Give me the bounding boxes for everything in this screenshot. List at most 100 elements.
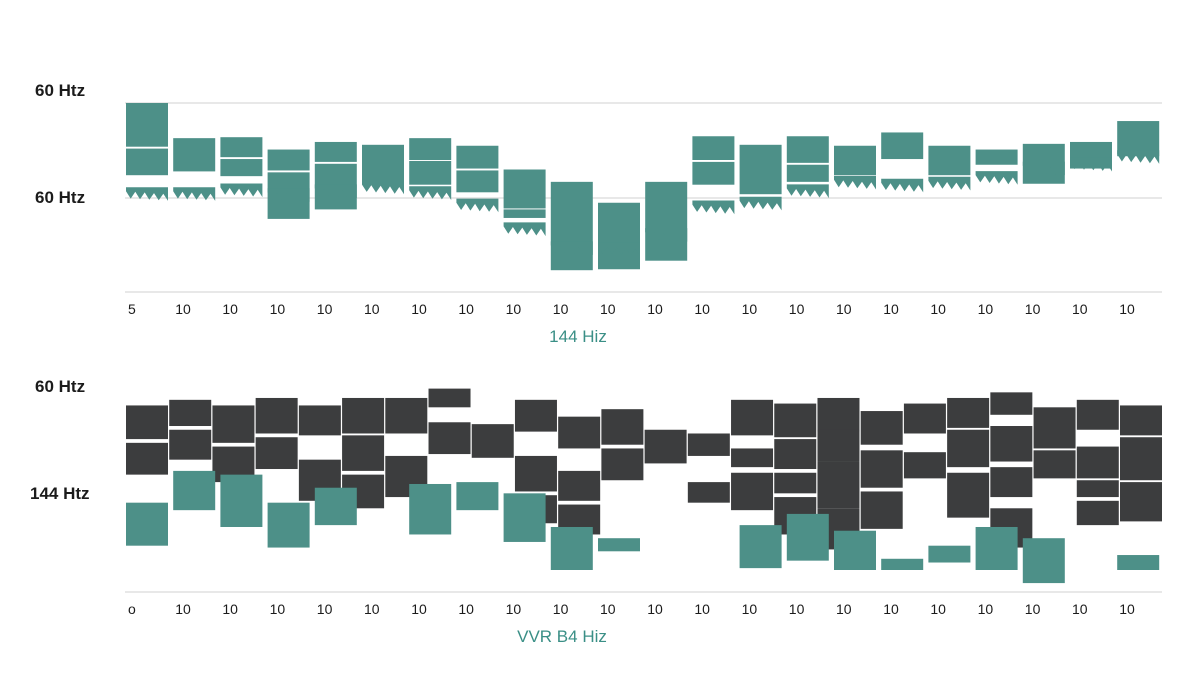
bar-block <box>774 472 817 494</box>
bar-block <box>731 472 774 511</box>
bar-block <box>342 397 385 434</box>
bar-block <box>990 392 1033 415</box>
bar-fringe <box>881 178 924 193</box>
y-tick-label-top-1: 60 Htz <box>35 81 86 100</box>
bar-block <box>947 429 990 468</box>
bar-block <box>786 164 829 182</box>
bar-block <box>1022 538 1065 584</box>
bar-block <box>881 132 924 160</box>
bar-block <box>774 439 817 470</box>
x-tick-label: o <box>128 601 136 617</box>
bar-block <box>860 491 903 529</box>
bar-block <box>428 422 471 455</box>
bar-fringe <box>1070 157 1112 172</box>
x-tick-label: 10 <box>883 301 899 317</box>
bar-block <box>947 397 990 428</box>
bar-block <box>550 526 593 570</box>
bar-block <box>298 405 341 436</box>
bar-fringe <box>409 186 452 200</box>
x-tick-label: 10 <box>1025 301 1041 317</box>
bar-fringe <box>550 241 593 256</box>
bar-block <box>860 411 903 445</box>
bar-block <box>456 482 499 511</box>
x-tick-label: 10 <box>506 301 522 317</box>
bar-block <box>267 502 310 548</box>
x-tick-label: 10 <box>270 601 286 617</box>
bar-block <box>385 397 428 434</box>
bar-block <box>928 545 971 563</box>
x-tick-label: 10 <box>364 301 380 317</box>
bar-block <box>342 435 385 471</box>
bar-block <box>1076 500 1119 526</box>
bar-block <box>503 209 546 218</box>
bar-block <box>1117 555 1160 570</box>
bar-block <box>558 470 601 501</box>
bar-block <box>169 399 212 427</box>
bar-fringe <box>314 184 357 199</box>
bar-block <box>1033 450 1076 479</box>
bar-block <box>692 136 735 160</box>
bar-block <box>503 493 546 542</box>
x-tick-label: 10 <box>553 301 569 317</box>
x-tick-label: 10 <box>175 301 191 317</box>
bar-block <box>786 513 829 561</box>
x-tick-label: 10 <box>789 601 805 617</box>
x-tick-label: 10 <box>222 601 238 617</box>
bar-block <box>739 144 782 195</box>
bar-block <box>220 474 263 527</box>
bar-block <box>601 448 644 481</box>
bar-block <box>503 169 546 209</box>
bar-block <box>428 388 471 408</box>
bar-block <box>314 487 357 526</box>
bar-block <box>126 103 168 147</box>
bar-block <box>687 433 730 456</box>
bar-block <box>409 483 452 535</box>
chart-bottom: o 10 10 10 10 10 10 10 10 10 10 10 10 10 10 10 10 10 10 10 1… <box>125 388 1162 617</box>
bar-fringe <box>220 183 263 198</box>
bar-fringe <box>598 242 640 257</box>
bar-block <box>834 145 876 176</box>
bar-fringe <box>362 180 404 195</box>
bar-block <box>903 452 946 479</box>
bar-fringe <box>173 187 216 201</box>
bar-block <box>598 205 640 270</box>
bar-block <box>739 525 782 569</box>
bar-block <box>817 429 860 462</box>
x-tick-label: 10 <box>742 601 758 617</box>
x-tick-label: 10 <box>1025 601 1041 617</box>
bar-block <box>514 455 557 492</box>
x-tick-label: 10 <box>600 601 616 617</box>
bar-block <box>1120 405 1162 436</box>
bar-block <box>456 170 499 193</box>
bar-fringe <box>928 176 971 191</box>
x-tick-label: 10 <box>978 601 994 617</box>
bar-block <box>456 145 499 169</box>
chart-top: 5 10 10 10 10 10 10 10 10 10 10 10 10 10 10 10 10 10 10 10 1… <box>125 102 1162 317</box>
bar-block <box>1120 437 1162 481</box>
x-tick-label: 10 <box>1072 301 1088 317</box>
x-tick-label: 10 <box>789 301 805 317</box>
bar-block <box>817 397 860 432</box>
bar-block <box>126 442 168 475</box>
bar-block <box>645 181 688 261</box>
bar-fringe <box>267 188 310 202</box>
bar-fringe <box>975 171 1018 185</box>
bar-block <box>255 437 298 470</box>
bar-block <box>834 530 876 570</box>
bar-fringe <box>786 184 829 199</box>
x-axis-title-top: 144 Hiz <box>549 327 607 346</box>
bar-fringe <box>456 198 499 213</box>
x-tick-label: 10 <box>317 301 333 317</box>
bar-block <box>601 409 644 445</box>
bar-block <box>817 461 860 509</box>
x-tick-label: 10 <box>694 301 710 317</box>
bar-fringe <box>126 187 168 201</box>
x-tick-label: 10 <box>175 601 191 617</box>
bar-block <box>598 538 640 552</box>
x-tick-label: 10 <box>458 601 474 617</box>
bar-block <box>255 397 298 434</box>
x-tick-label: 10 <box>553 601 569 617</box>
bar-block <box>173 138 216 172</box>
x-tick-label: 10 <box>222 301 238 317</box>
